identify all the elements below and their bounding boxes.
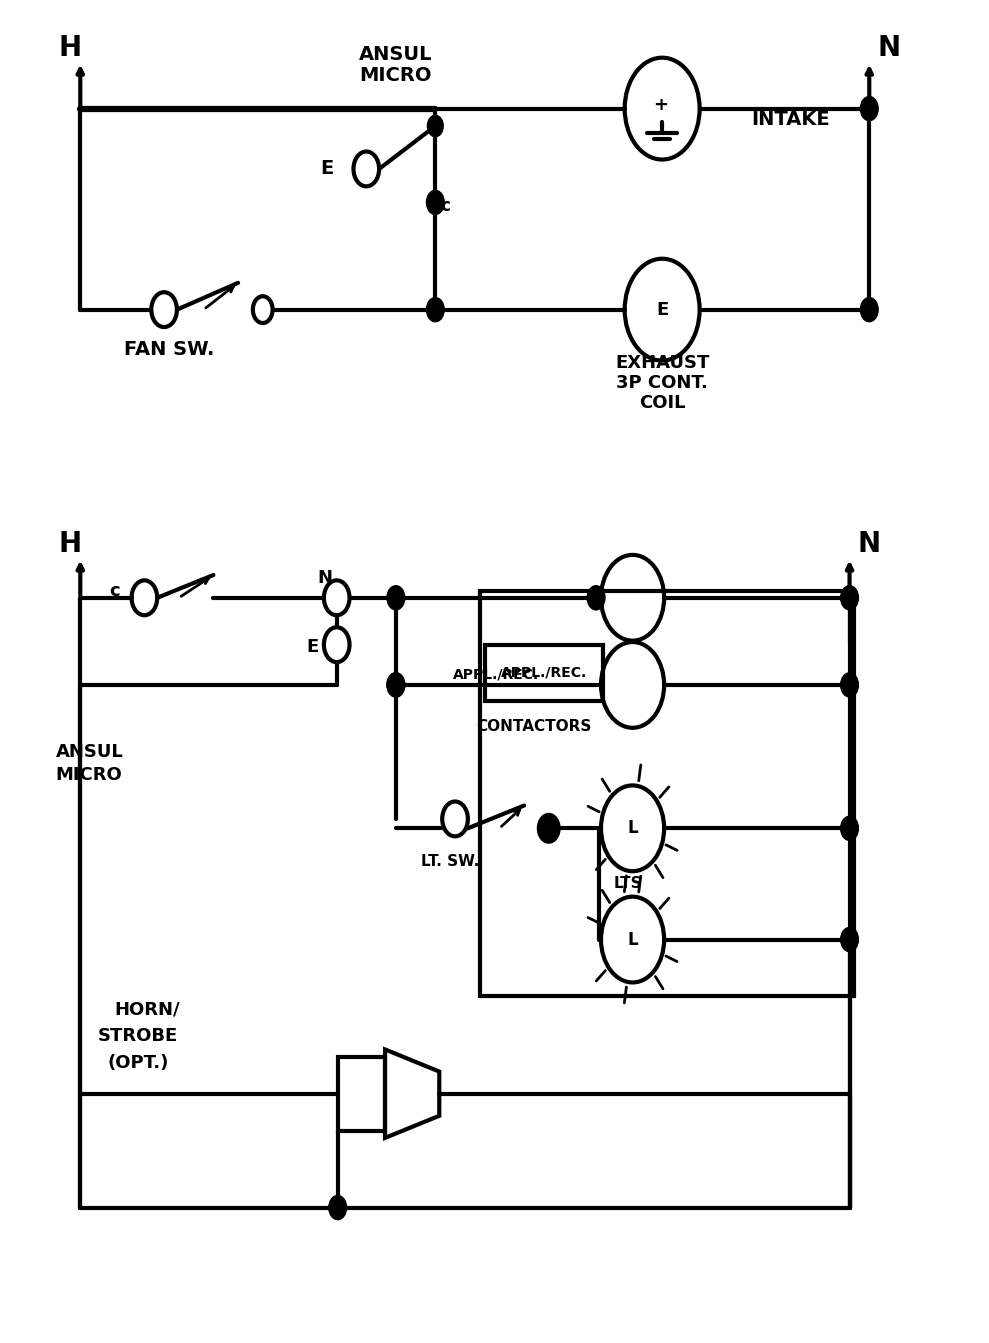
Bar	[485, 645, 603, 701]
Circle shape	[841, 928, 858, 952]
Text: H: H	[59, 530, 82, 559]
Circle shape	[426, 191, 444, 215]
Circle shape	[860, 97, 878, 121]
Text: MICRO: MICRO	[55, 766, 123, 784]
Text: H: H	[59, 35, 82, 62]
Text: APPL./REC.: APPL./REC.	[500, 666, 586, 680]
Text: CONTACTORS: CONTACTORS	[477, 719, 591, 733]
Text: c: c	[440, 197, 450, 215]
Text: +: +	[653, 95, 668, 114]
Text: c: c	[110, 582, 120, 600]
Text: APPL./REC.: APPL./REC.	[453, 667, 540, 681]
Text: INTAKE: INTAKE	[751, 110, 830, 129]
Text: L: L	[627, 931, 638, 948]
Text: L: L	[627, 819, 638, 837]
Text: EXHAUST: EXHAUST	[615, 355, 709, 372]
Circle shape	[426, 298, 444, 322]
Bar	[337, 1057, 385, 1131]
Text: ANSUL: ANSUL	[359, 46, 432, 64]
Circle shape	[540, 817, 558, 841]
Circle shape	[387, 673, 405, 697]
Circle shape	[587, 586, 605, 610]
Circle shape	[841, 586, 858, 610]
Text: HORN/: HORN/	[115, 1001, 180, 1018]
Text: N: N	[857, 530, 881, 559]
Text: LTS: LTS	[613, 876, 642, 890]
Bar	[480, 591, 854, 995]
Circle shape	[387, 673, 405, 697]
Text: N: N	[317, 568, 332, 587]
Text: MICRO: MICRO	[360, 66, 432, 85]
Text: ANSUL: ANSUL	[55, 743, 124, 761]
Circle shape	[841, 673, 858, 697]
Circle shape	[328, 1195, 346, 1219]
Text: COIL: COIL	[639, 395, 685, 412]
Text: E: E	[306, 638, 318, 657]
Text: E: E	[656, 301, 669, 318]
Text: 3P CONT.: 3P CONT.	[616, 375, 708, 392]
Text: (OPT.): (OPT.)	[108, 1054, 169, 1072]
Circle shape	[841, 817, 858, 841]
Text: N: N	[877, 35, 901, 62]
Text: E: E	[320, 160, 333, 179]
Text: STROBE: STROBE	[98, 1027, 178, 1045]
Text: FAN SW.: FAN SW.	[124, 340, 215, 360]
Circle shape	[387, 586, 405, 610]
Circle shape	[427, 115, 443, 137]
Circle shape	[860, 298, 878, 322]
Text: LT. SW.: LT. SW.	[421, 854, 480, 869]
